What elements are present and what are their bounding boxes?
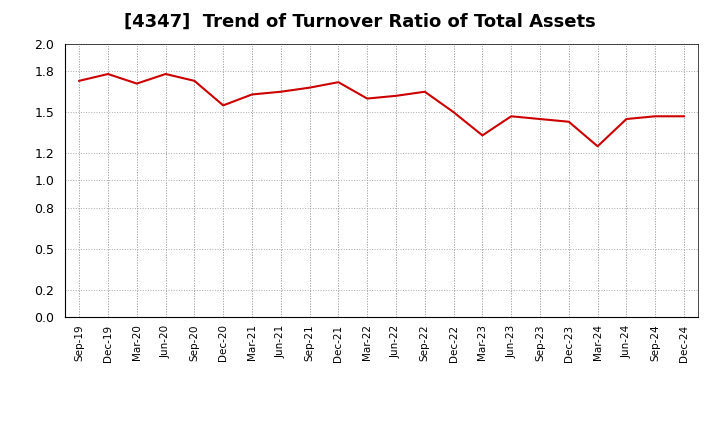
Text: [4347]  Trend of Turnover Ratio of Total Assets: [4347] Trend of Turnover Ratio of Total … bbox=[124, 13, 596, 31]
